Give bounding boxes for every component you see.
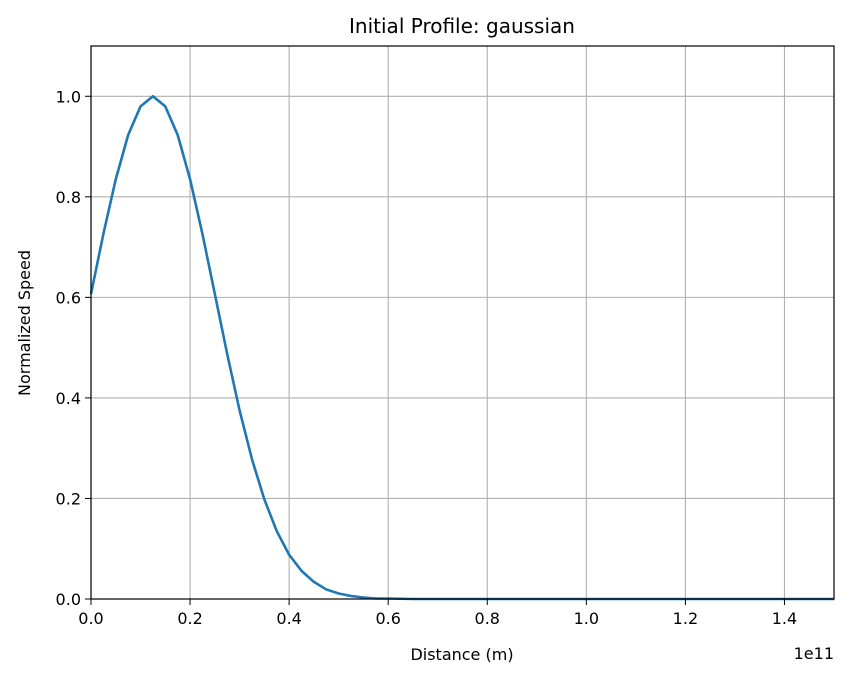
x-tick-label: 1.2	[673, 609, 698, 628]
x-tick-label: 0.6	[375, 609, 400, 628]
y-tick-label: 0.0	[56, 590, 81, 609]
y-tick-label: 0.8	[56, 188, 81, 207]
y-axis-label: Normalized Speed	[15, 250, 34, 396]
x-tick-label: 0.2	[177, 609, 202, 628]
x-tick-label: 0.8	[475, 609, 500, 628]
x-tick-label: 0.0	[78, 609, 103, 628]
x-axis-label: Distance (m)	[410, 645, 513, 664]
y-tick-label: 0.2	[56, 489, 81, 508]
x-tick-label: 0.4	[276, 609, 301, 628]
y-axis-ticks: 0.0 0.2 0.4 0.6 0.8 1.0	[56, 87, 91, 609]
y-tick-label: 1.0	[56, 87, 81, 106]
chart-title: Initial Profile: gaussian	[349, 14, 575, 38]
x-axis-offset-label: 1e11	[794, 644, 834, 663]
series-group	[89, 94, 834, 601]
x-axis-ticks: 0.0 0.2 0.4 0.6 0.8 1.0 1.2 1.4	[78, 599, 797, 628]
grid	[90, 46, 834, 600]
plot-frame	[90, 45, 835, 600]
series-line	[89, 94, 834, 601]
x-tick-label: 1.4	[772, 609, 797, 628]
x-tick-label: 1.0	[574, 609, 599, 628]
y-tick-label: 0.4	[56, 389, 81, 408]
y-tick-label: 0.6	[56, 288, 81, 307]
